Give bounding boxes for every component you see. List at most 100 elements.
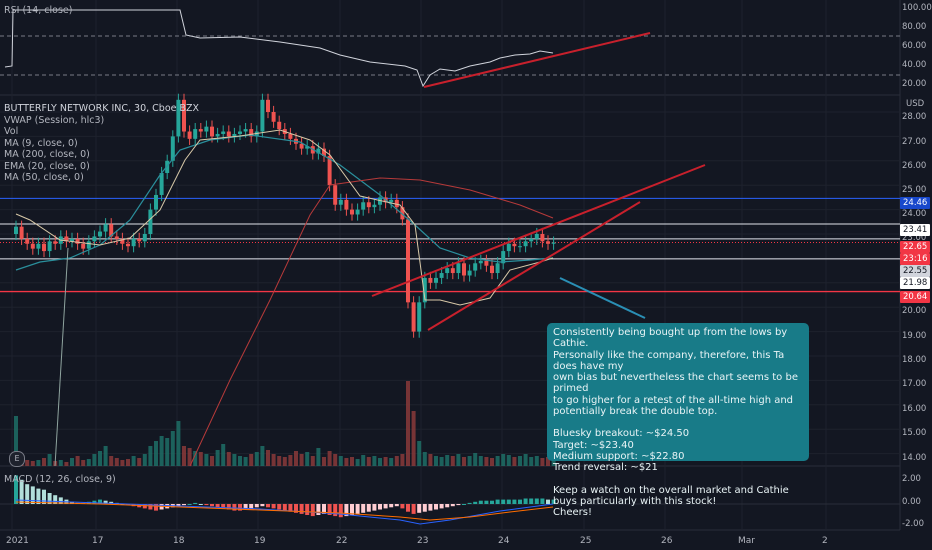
macd-histogram-bar [338,504,343,518]
macd-histogram-bar [422,504,427,512]
candle-body [355,209,360,215]
wedge-upper-trendline [371,164,706,297]
volume-bar [25,460,30,466]
macd-histogram-bar [428,504,433,511]
volume-bar [204,454,209,466]
macd-histogram-bar [501,499,506,504]
volume-bar [501,454,506,466]
macd-histogram-bar [400,504,405,509]
macd-histogram-bar [333,504,338,517]
volume-bar [243,457,248,466]
wedge-lower-trendline [427,201,641,331]
indicator-vol[interactable]: Vol [4,126,19,137]
annotation-callout[interactable]: Consistently being bought up from the lo… [547,323,809,518]
macd-histogram-bar [288,504,293,512]
macd-histogram-bar [282,504,287,511]
macd-histogram-bar [30,486,35,504]
volume-bar [299,454,304,466]
events-button[interactable]: E [9,451,25,467]
volume-bar [512,457,517,466]
volume-bar [389,458,394,466]
rsi-legend: RSI (14, close) [4,5,72,17]
indicator-ma50[interactable]: MA (50, close, 0) [4,172,84,183]
volume-bar [277,456,282,466]
macd-histogram-bar [327,504,332,515]
volume-bar [58,460,63,466]
volume-bar [495,456,500,466]
candle-body [400,207,405,220]
volume-bar [215,450,220,466]
macd-histogram-bar [372,504,377,511]
candle-body [406,219,410,303]
candle-body [490,265,494,274]
level-tag-support: 22.55 [900,265,930,277]
macd-histogram-bar [378,504,382,510]
macd-histogram-bar [266,504,270,508]
candle-body [350,209,354,215]
candle-body [36,243,41,249]
volume-bar [137,458,142,466]
rsi-trendline [423,32,651,88]
indicator-ma200[interactable]: MA (200, close, 0) [4,149,90,160]
macd-histogram-bar [512,499,517,504]
macd-histogram-bar [540,498,545,504]
price-scale-20: 20.00 [902,306,927,316]
macd-histogram-bar [473,501,478,504]
macd-histogram-bar [47,493,52,504]
volume-bar [176,421,181,466]
volume-bar [445,455,450,466]
macd-histogram-bar [154,504,158,511]
rsi-label: RSI (14, close) [4,5,73,16]
candle-body [512,243,517,247]
indicator-vwap[interactable]: VWAP (Session, hlc3) [4,114,105,126]
volume-bar [484,457,489,466]
candle-body [131,238,136,247]
volume-bar [282,457,287,466]
volume-bar [30,461,35,466]
price-scale-28: 28.00 [902,112,927,122]
volume-bar [249,454,254,466]
macd-histogram-bar [529,498,534,504]
macd-histogram-bar [53,495,58,504]
volume-bar [344,458,349,466]
candle-body [159,173,164,195]
volume-bar [109,456,114,466]
macd-histogram-bar [546,499,550,504]
candle-body [260,99,265,132]
candle-body [523,241,528,247]
volume-bar [411,411,416,466]
candle-body [434,277,438,283]
macd-histogram-bar [36,488,41,504]
macd-histogram-bar [187,504,192,505]
volume-bar [238,456,242,466]
macd-histogram-bar [204,504,209,506]
rsi-scale-100: 100.00 [902,3,932,13]
candle-body [389,199,394,203]
rsi-scale-60: 60.00 [902,41,927,51]
volume-bar [551,459,556,466]
candle-body [495,263,500,274]
volume-bar [260,446,265,466]
macd-histogram-bar [316,504,321,515]
candle-body [529,238,534,242]
volume-bar [294,451,298,466]
price-scale-15: 15.00 [902,428,927,438]
price-scale-17: 17.00 [902,379,927,389]
macd-histogram-bar [294,504,298,513]
volume-bar [154,441,158,466]
volume-bar [47,454,52,466]
indicator-ema20[interactable]: EMA (20, close, 0) [4,160,90,172]
candle-body [109,224,114,237]
candle-body [484,260,489,266]
volume-bar [422,452,427,466]
volume-bar [182,446,186,466]
volume-bar [450,456,455,466]
indicator-ma9[interactable]: MA (9, close, 0) [4,137,78,149]
price-scale-16: 16.00 [902,404,927,414]
candle-body [120,238,125,244]
volume-bar [456,454,461,466]
macd-histogram-bar [260,504,265,507]
candle-body [187,131,192,139]
candle-body [462,263,466,276]
macd-histogram-bar [238,504,242,511]
